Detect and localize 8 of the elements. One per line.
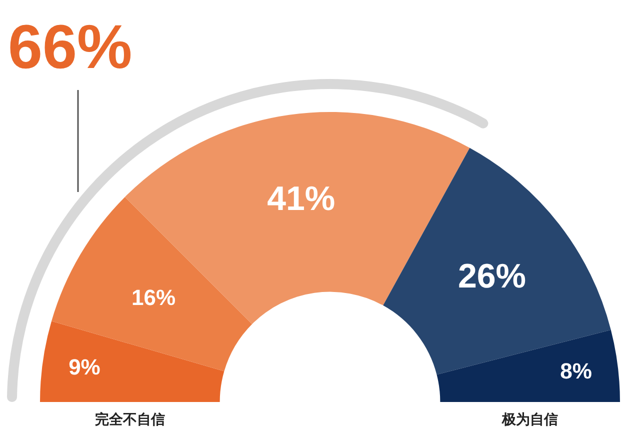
data-label: 41% — [267, 180, 336, 218]
data-label: 16% — [132, 285, 176, 310]
text: 66% — [8, 13, 132, 82]
data-label: 8% — [560, 358, 592, 384]
text: 完全不自信 — [94, 411, 165, 428]
data-label: 26% — [458, 257, 526, 296]
text: 极为自信 — [501, 412, 558, 428]
data-label: 9% — [68, 354, 100, 380]
